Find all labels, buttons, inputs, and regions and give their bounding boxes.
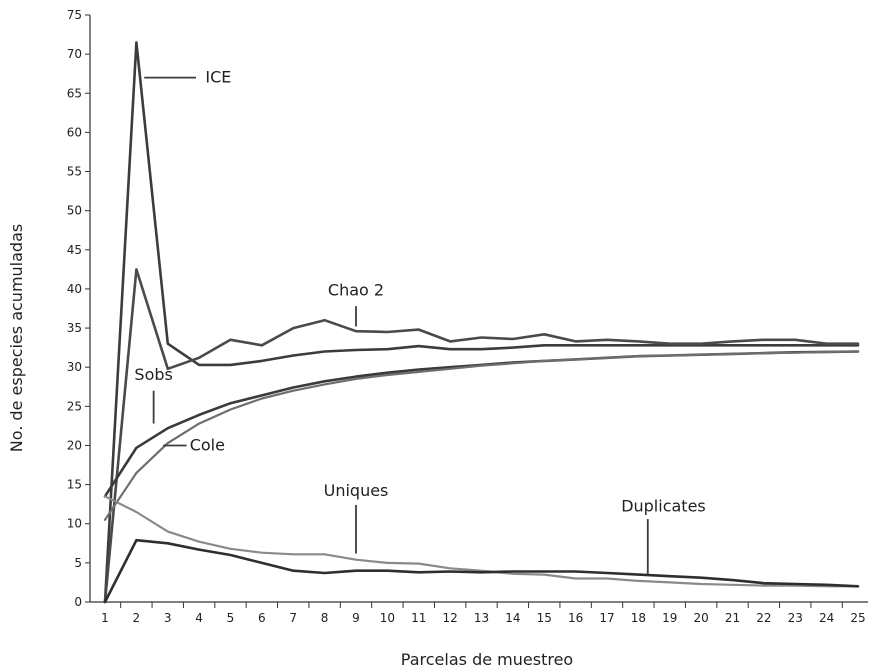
series-label-duplicates: Duplicates	[621, 497, 706, 516]
y-tick-label: 60	[67, 125, 82, 139]
y-tick-label: 25	[67, 399, 82, 413]
y-tick-label: 30	[67, 360, 82, 374]
x-tick-label: 11	[411, 611, 426, 625]
x-tick-label: 14	[505, 611, 520, 625]
y-tick-label: 65	[67, 86, 82, 100]
x-tick-label: 8	[321, 611, 329, 625]
y-tick-label: 70	[67, 47, 82, 61]
x-tick-label: 21	[725, 611, 740, 625]
series-label-cole: Cole	[190, 435, 225, 454]
y-tick-label: 5	[74, 556, 82, 570]
y-tick-label: 40	[67, 282, 82, 296]
y-tick-label: 15	[67, 478, 82, 492]
x-tick-label: 19	[662, 611, 677, 625]
series-line-sobs	[103, 350, 860, 498]
x-tick-label: 13	[474, 611, 489, 625]
x-tick-label: 12	[442, 611, 457, 625]
y-tick-label: 10	[67, 517, 82, 531]
y-tick-label: 0	[74, 595, 82, 609]
series-label-sobs: Sobs	[134, 365, 172, 384]
x-tick-label: 7	[289, 611, 297, 625]
x-tick-label: 25	[850, 611, 865, 625]
series-line-ice	[103, 41, 860, 604]
x-axis-title: Parcelas de muestreo	[401, 650, 573, 669]
x-tick-label: 2	[133, 611, 141, 625]
series-label-ice: ICE	[205, 68, 231, 87]
series-lines	[103, 41, 860, 604]
x-tick-label: 15	[537, 611, 552, 625]
series-label-chao-2: Chao 2	[328, 280, 384, 299]
x-tick-label: 22	[756, 611, 771, 625]
series-line-duplicates	[103, 538, 860, 604]
x-tick-label: 4	[195, 611, 203, 625]
x-tick-label: 5	[227, 611, 235, 625]
x-tick-label: 18	[631, 611, 646, 625]
y-tick-label: 20	[67, 438, 82, 452]
y-tick-label: 75	[67, 8, 82, 22]
series-line-cole	[103, 350, 860, 521]
series-line-uniques	[103, 495, 860, 588]
y-tick-label: 35	[67, 321, 82, 335]
x-tick-label: 17	[599, 611, 614, 625]
x-tick-label: 10	[380, 611, 395, 625]
series-line-chao-2	[103, 268, 860, 604]
x-tick-label: 6	[258, 611, 266, 625]
x-tick-label: 23	[788, 611, 803, 625]
y-axis-title: No. de especies acumuladas	[7, 224, 26, 452]
x-tick-label: 16	[568, 611, 583, 625]
series-label-uniques: Uniques	[324, 481, 389, 500]
y-tick-label: 55	[67, 165, 82, 179]
x-tick-label: 20	[693, 611, 708, 625]
series-annotations: ICE Chao 2 Sobs Cole Uniques Duplicates	[134, 68, 706, 574]
y-tick-label: 45	[67, 243, 82, 257]
x-tick-label: 1	[101, 611, 109, 625]
x-tick-label: 3	[164, 611, 172, 625]
y-tick-label: 50	[67, 204, 82, 218]
x-tick-label: 9	[352, 611, 360, 625]
x-tick-label: 24	[819, 611, 834, 625]
